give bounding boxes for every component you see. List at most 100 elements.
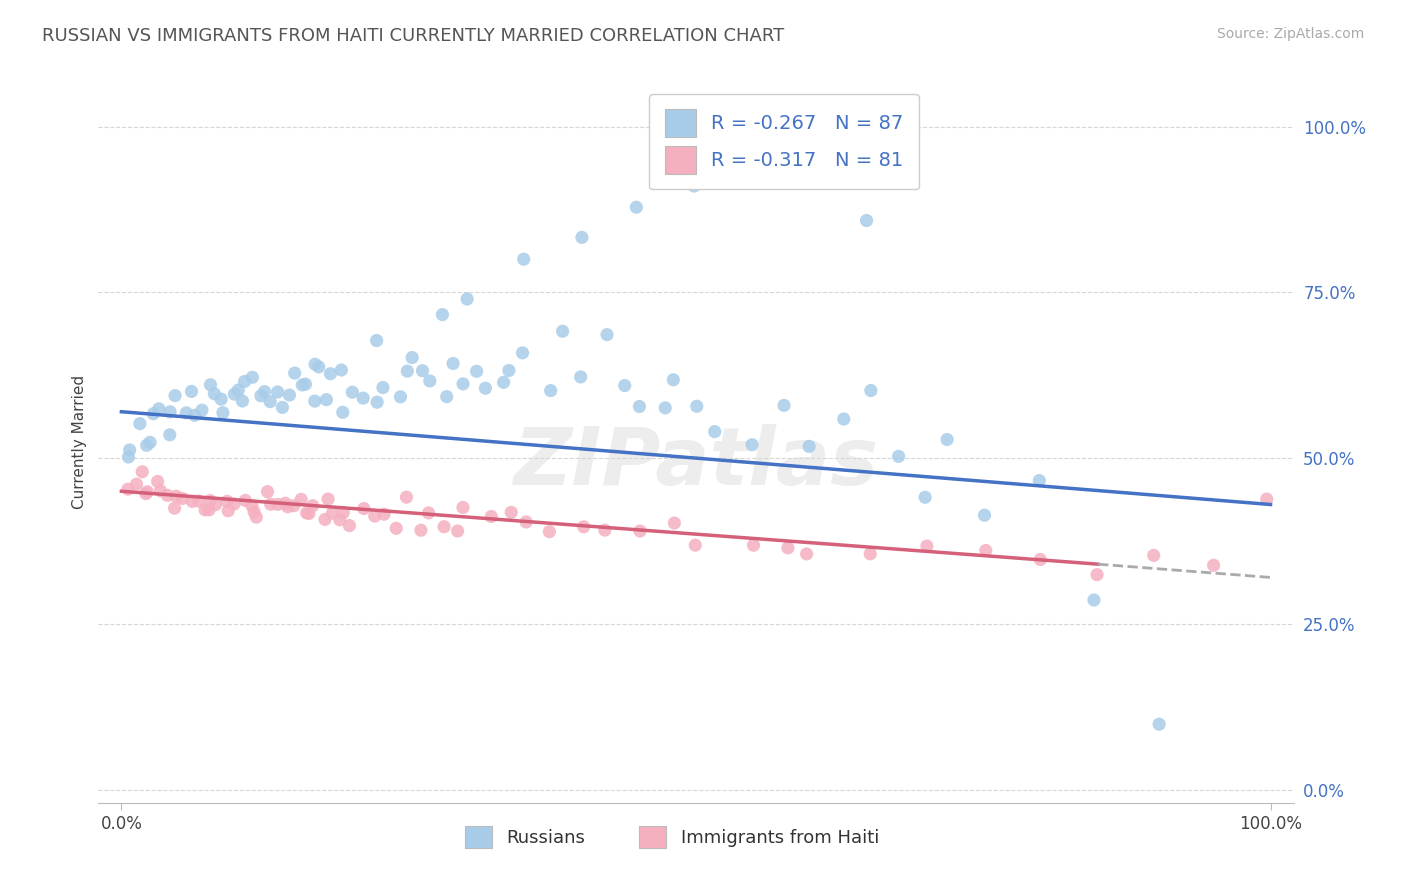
Point <box>389 390 412 404</box>
Point <box>217 504 239 518</box>
Point <box>329 513 352 527</box>
Point <box>776 541 799 555</box>
Point <box>198 493 221 508</box>
Point <box>915 539 938 553</box>
Point <box>274 496 297 510</box>
Point <box>859 384 882 398</box>
Point <box>593 523 616 537</box>
Point <box>1143 549 1166 563</box>
Point <box>304 357 326 371</box>
Point <box>1085 567 1108 582</box>
Point <box>339 518 361 533</box>
Point <box>224 387 246 401</box>
Point <box>446 524 468 538</box>
Point <box>332 506 354 520</box>
Point <box>295 506 318 520</box>
Point <box>396 364 419 378</box>
Point <box>117 482 139 496</box>
Point <box>284 366 307 380</box>
Point <box>271 401 294 415</box>
Point <box>1028 474 1050 488</box>
Text: Source: ZipAtlas.com: Source: ZipAtlas.com <box>1216 27 1364 41</box>
Point <box>260 497 283 511</box>
Point <box>117 450 139 464</box>
Point <box>832 412 855 426</box>
Point <box>128 417 150 431</box>
Point <box>741 438 763 452</box>
Point <box>125 477 148 491</box>
Point <box>474 381 496 395</box>
Point <box>441 356 464 370</box>
Point <box>412 364 434 378</box>
Point <box>409 523 432 537</box>
Point <box>419 374 441 388</box>
Point <box>283 499 305 513</box>
Point <box>515 515 537 529</box>
Point <box>342 385 364 400</box>
Point <box>135 438 157 452</box>
Point <box>304 394 326 409</box>
Point <box>278 388 301 402</box>
Point <box>551 324 574 338</box>
Point <box>512 252 534 267</box>
Point <box>936 433 959 447</box>
Point <box>395 490 418 504</box>
Point <box>202 386 225 401</box>
Point <box>974 543 997 558</box>
Point <box>156 488 179 502</box>
Point <box>855 213 877 227</box>
Point <box>319 367 342 381</box>
Point <box>240 499 263 513</box>
Point <box>540 384 562 398</box>
Point <box>165 388 187 402</box>
Point <box>366 395 388 409</box>
Point <box>301 499 323 513</box>
Point <box>373 507 395 521</box>
Point <box>136 484 159 499</box>
Point <box>797 439 820 453</box>
Text: RUSSIAN VS IMMIGRANTS FROM HAITI CURRENTLY MARRIED CORRELATION CHART: RUSSIAN VS IMMIGRANTS FROM HAITI CURRENT… <box>42 27 785 45</box>
Point <box>538 524 561 539</box>
Point <box>194 503 217 517</box>
Point <box>187 494 209 508</box>
Point <box>165 489 187 503</box>
Point <box>738 164 761 178</box>
Point <box>200 377 222 392</box>
Point <box>316 491 339 506</box>
Point <box>142 407 165 421</box>
Point <box>479 509 502 524</box>
Point <box>571 230 593 244</box>
Point <box>181 494 204 508</box>
Point <box>253 384 276 399</box>
Point <box>290 492 312 507</box>
Point <box>501 505 523 519</box>
Point <box>233 375 256 389</box>
Point <box>683 179 706 194</box>
Point <box>183 409 205 423</box>
Point <box>159 427 181 442</box>
Point <box>465 364 488 378</box>
Point <box>259 394 281 409</box>
Point <box>613 378 636 392</box>
Point <box>146 475 169 489</box>
Point <box>139 435 162 450</box>
Point <box>914 490 936 504</box>
Point <box>703 425 725 439</box>
Point <box>352 391 374 405</box>
Point <box>686 399 709 413</box>
Point <box>277 500 299 514</box>
Point <box>1029 552 1052 566</box>
Point <box>321 506 343 520</box>
Point <box>131 465 153 479</box>
Point <box>267 497 290 511</box>
Point <box>1083 593 1105 607</box>
Point <box>887 450 910 464</box>
Point <box>315 392 337 407</box>
Point <box>353 501 375 516</box>
Point <box>242 370 264 384</box>
Point <box>492 376 515 390</box>
Legend: Russians, Immigrants from Haiti: Russians, Immigrants from Haiti <box>457 819 887 855</box>
Point <box>596 327 619 342</box>
Point <box>628 400 651 414</box>
Point <box>742 538 765 552</box>
